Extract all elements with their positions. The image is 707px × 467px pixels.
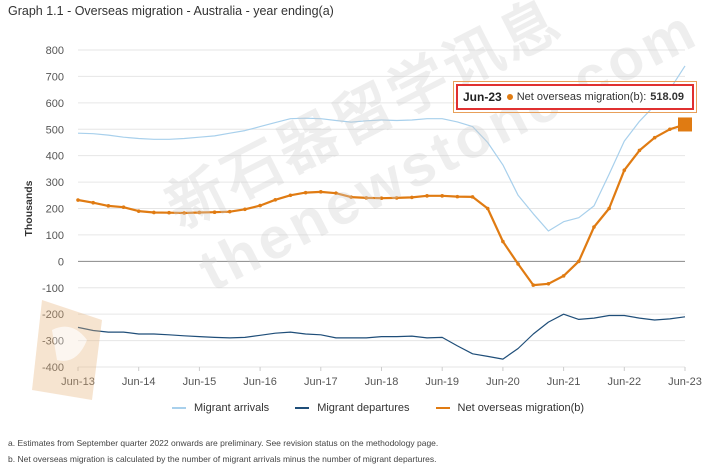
data-point-net — [470, 195, 475, 199]
x-tick-label: Jun-23 — [668, 376, 702, 388]
data-point-net — [152, 210, 156, 215]
legend-item-net[interactable]: Net overseas migration(b) — [435, 402, 585, 414]
data-point-net — [410, 195, 414, 200]
y-tick-label: 100 — [46, 230, 64, 242]
data-point-net — [349, 195, 353, 199]
data-point-net — [319, 190, 323, 194]
x-tick-label: Jun-13 — [61, 376, 95, 388]
y-tick-label: -300 — [42, 336, 64, 348]
y-axis-label: Thousands — [23, 180, 35, 236]
data-point-net — [303, 190, 308, 195]
data-point-net — [167, 210, 171, 215]
series-line-departures — [77, 313, 686, 360]
y-tick-label: -100 — [42, 283, 64, 295]
data-point-net — [182, 211, 187, 215]
data-point-net — [379, 196, 384, 200]
legend-swatch-departures — [295, 407, 310, 409]
data-point-net — [485, 206, 490, 211]
y-tick-label: 200 — [46, 204, 64, 216]
data-point-net — [243, 207, 247, 212]
data-point-net — [364, 196, 369, 200]
legend-label-net: Net overseas migration(b) — [457, 402, 585, 414]
y-tick-label: -400 — [42, 362, 64, 374]
data-point-net — [440, 194, 445, 198]
x-tick-label: Jun-22 — [607, 376, 641, 388]
data-point-net — [425, 194, 429, 198]
chart-plot: 800 700 600 500 400 300 200 100 0 -100 -200 -300 -40… — [23, 45, 702, 388]
y-tick-label: 400 — [46, 151, 64, 163]
y-tick-label: -200 — [42, 309, 64, 321]
highlight-point-marker — [678, 117, 692, 132]
data-point-net — [227, 209, 232, 214]
data-point-net — [561, 274, 566, 278]
data-point-net — [197, 210, 202, 215]
data-point-net — [121, 205, 126, 209]
legend-swatch-net — [435, 407, 450, 409]
data-point-net — [91, 200, 95, 205]
legend-item-arrivals[interactable]: Migrant arrivals — [172, 402, 269, 414]
data-point-net — [455, 194, 460, 199]
y-tick-label: 800 — [46, 45, 64, 57]
data-point-net — [652, 135, 657, 140]
y-tick-label: 0 — [58, 256, 64, 268]
data-point-net — [516, 262, 520, 266]
data-point-net — [622, 168, 627, 172]
data-point-net — [106, 204, 111, 208]
x-tick-label: Jun-15 — [183, 376, 217, 388]
data-point-net — [668, 127, 672, 132]
x-tick-label: Jun-18 — [365, 376, 399, 388]
footnotes: a. Estimates from September quarter 2022… — [8, 435, 438, 467]
data-point-net — [394, 196, 399, 200]
tooltip-value: 518.09 — [650, 91, 684, 103]
y-tick-label: 300 — [46, 177, 64, 189]
y-tick-label: 600 — [46, 98, 64, 110]
legend-item-departures[interactable]: Migrant departures — [295, 402, 410, 414]
data-tooltip: Jun-23 Net overseas migration(b): 518.09 — [453, 81, 697, 113]
data-point-net — [531, 283, 536, 287]
footnote-b: b. Net overseas migration is calculated … — [8, 454, 437, 464]
x-tick-label: Jun-20 — [486, 376, 520, 388]
x-tick-label: Jun-16 — [243, 376, 277, 388]
y-tick-label: 500 — [46, 124, 64, 136]
data-point-net — [288, 193, 293, 198]
x-tick-label: Jun-17 — [304, 376, 338, 388]
chart-legend: Migrant arrivals Migrant departures Net … — [172, 402, 584, 414]
tooltip-label: Net overseas migration(b): — [516, 91, 647, 103]
y-tick-label: 700 — [46, 71, 64, 83]
data-point-net — [334, 191, 338, 195]
footnote-a: a. Estimates from September quarter 2022… — [8, 438, 439, 448]
x-tick-label: Jun-19 — [425, 376, 459, 388]
data-point-net — [592, 225, 596, 229]
data-point-net — [273, 197, 278, 202]
x-tick-label: Jun-14 — [122, 376, 156, 388]
tooltip-series-dot — [506, 94, 513, 100]
x-tick-label: Jun-21 — [547, 376, 581, 388]
data-point-net — [212, 210, 217, 214]
data-point-net — [76, 198, 80, 202]
data-point-net — [546, 281, 551, 286]
data-point-net — [501, 239, 505, 244]
series-line-arrivals — [77, 65, 686, 232]
data-point-net — [607, 206, 611, 211]
data-point-net — [637, 148, 642, 153]
legend-label-arrivals: Migrant arrivals — [194, 402, 270, 414]
data-point-net — [576, 259, 581, 264]
tooltip-date: Jun-23 — [463, 90, 502, 104]
legend-label-departures: Migrant departures — [317, 402, 410, 414]
chart-title: Graph 1.1 - Overseas migration - Austral… — [8, 4, 334, 18]
data-point-net — [258, 203, 262, 208]
data-point-net — [136, 209, 141, 213]
legend-swatch-arrivals — [172, 407, 186, 409]
